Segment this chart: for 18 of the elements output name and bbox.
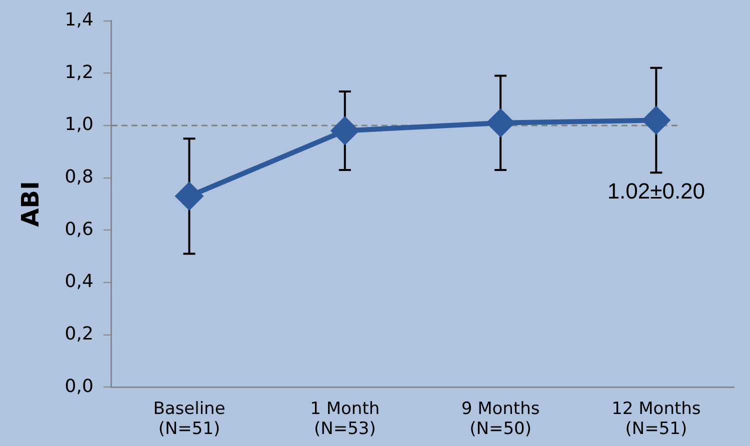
x-tick-label: 9 Months (N=50) bbox=[461, 398, 540, 440]
point bbox=[642, 106, 670, 134]
y-tick-label: 1,4 bbox=[64, 9, 94, 30]
y-tick-label: 0,8 bbox=[64, 166, 94, 188]
point bbox=[331, 117, 358, 144]
annotation: 1.02±0.20 bbox=[607, 178, 706, 204]
y-tick-label: 0,0 bbox=[64, 376, 94, 397]
x-tick-label: 12 Months (N=51) bbox=[612, 398, 701, 440]
y-axis-title: ABI bbox=[16, 181, 45, 227]
point bbox=[487, 109, 514, 136]
y-tick-label: 1,2 bbox=[64, 62, 94, 83]
x-tick-label: 1 Month (N=53) bbox=[310, 398, 380, 440]
y-tick-label: 0,6 bbox=[64, 218, 94, 240]
y-tick-label: 0,2 bbox=[64, 324, 94, 345]
y-tick-label: 1,0 bbox=[64, 114, 94, 136]
y-tick-label: 0,4 bbox=[64, 271, 94, 292]
x-tick-label: Baseline (N=51) bbox=[153, 398, 226, 440]
point bbox=[176, 182, 203, 210]
